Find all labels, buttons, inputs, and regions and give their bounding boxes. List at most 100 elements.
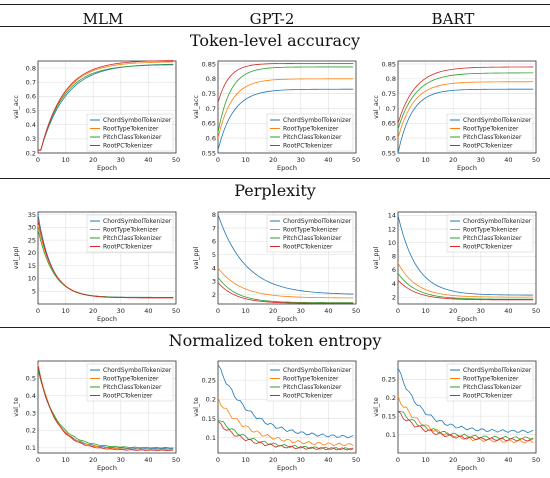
section-title-perplexity: Perplexity — [234, 181, 316, 200]
legend-label: RootPCTokenizer — [463, 143, 513, 150]
series-line-pitch-class-tokenizer — [397, 273, 534, 300]
y-tick-label: 0.7 — [206, 105, 216, 113]
y-tick-label: 0.2 — [26, 427, 36, 435]
x-tick-label: 10 — [241, 456, 249, 464]
series-line-root-type-tokenizer — [397, 262, 534, 298]
series-line-chord-symbol-tokenizer — [397, 368, 534, 434]
y-tick-label: 2 — [392, 293, 396, 301]
section-title-entropy: Normalized token entropy — [168, 331, 382, 350]
plot-frame — [217, 60, 357, 154]
x-tick-label: 30 — [477, 307, 485, 315]
y-tick-label: 8 — [212, 211, 216, 219]
x-tick-label: 40 — [504, 156, 512, 164]
y-tick-label: 0.25 — [202, 376, 216, 384]
plot-frame — [217, 211, 357, 305]
y-tick-label: 0.1 — [386, 431, 396, 439]
x-tick-label: 30 — [117, 156, 125, 164]
x-tick-label: 20 — [89, 156, 97, 164]
y-tick-label: 20 — [28, 249, 36, 257]
y-axis-label: val_acc — [372, 95, 380, 119]
x-tick-label: 0 — [216, 156, 220, 164]
legend-label: RootTypeTokenizer — [103, 376, 159, 383]
x-tick-label: 0 — [396, 456, 400, 464]
y-tick-label: 0.75 — [382, 90, 396, 98]
x-tick-label: 30 — [117, 307, 125, 315]
y-tick-label: 3 — [212, 278, 216, 286]
legend-box — [446, 214, 534, 253]
x-tick-label: 50 — [172, 307, 180, 315]
legend-box — [266, 214, 354, 253]
x-tick-label: 30 — [117, 456, 125, 464]
legend-label: ChordSymbolTokenizer — [283, 367, 352, 374]
column-header-gpt2: GPT-2 — [249, 10, 295, 28]
y-tick-label: 0.75 — [202, 90, 216, 98]
x-tick-label: 40 — [324, 307, 332, 315]
column-header-bart: BART — [431, 10, 475, 28]
y-tick-label: 30 — [28, 224, 36, 232]
y-tick-label: 25 — [28, 236, 36, 244]
chart-perplexity-bart: 0 10 20 30 40 50 2 4 6 8 10 12 14 Epoch val_ppl ChordSy… — [372, 211, 540, 323]
y-tick-label: 0.6 — [386, 134, 396, 142]
chart-accuracy-bart: 0 10 20 30 40 50 0.55 0.6 0.65 0.7 0.75 0.8 0.85 Epoc… — [372, 60, 540, 172]
x-tick-label: 50 — [532, 456, 540, 464]
legend-box — [266, 363, 354, 402]
x-tick-label: 10 — [421, 156, 429, 164]
y-axis-label: val_te — [192, 397, 200, 416]
x-tick-label: 50 — [172, 456, 180, 464]
legend-box — [266, 113, 354, 152]
x-tick-label: 0 — [36, 456, 40, 464]
x-axis-label: Epoch — [97, 464, 117, 472]
y-tick-label: 0.6 — [26, 93, 36, 101]
legend-label: PitchClassTokenizer — [463, 134, 522, 141]
legend-label: ChordSymbolTokenizer — [283, 117, 352, 124]
y-tick-label: 6 — [212, 238, 216, 246]
legend-box — [86, 113, 174, 152]
legend-box — [446, 363, 534, 402]
y-tick-label: 0.5 — [26, 375, 36, 383]
y-tick-label: 0.2 — [386, 394, 396, 402]
legend-box — [446, 113, 534, 152]
x-tick-label: 20 — [449, 156, 457, 164]
legend-label: ChordSymbolTokenizer — [103, 218, 172, 225]
plot-frame — [397, 60, 537, 154]
section-rule-1 — [0, 178, 550, 179]
series-line-root-type-tokenizer — [397, 395, 534, 444]
legend-label: PitchClassTokenizer — [103, 384, 162, 391]
series-line-pitch-class-tokenizer — [37, 370, 174, 449]
y-axis-label: val_ppl — [12, 246, 20, 269]
x-tick-label: 20 — [449, 307, 457, 315]
legend-label: RootTypeTokenizer — [463, 227, 519, 234]
x-tick-label: 10 — [61, 307, 69, 315]
series-line-root-pctokenizer — [38, 60, 174, 151]
legend-label: RootTypeTokenizer — [283, 376, 339, 383]
x-tick-label: 20 — [89, 307, 97, 315]
y-axis-label: val_acc — [12, 95, 20, 119]
x-tick-label: 10 — [61, 456, 69, 464]
x-tick-label: 30 — [297, 456, 305, 464]
legend-label: RootPCTokenizer — [103, 143, 153, 150]
x-tick-label: 30 — [297, 307, 305, 315]
y-tick-label: 0.15 — [202, 415, 216, 423]
y-tick-label: 5 — [212, 251, 216, 259]
chart-entropy-gpt2: 0 10 20 30 40 50 0.1 0.15 0.2 0.25 Epoch val_te Chor… — [192, 360, 360, 472]
x-tick-label: 30 — [297, 156, 305, 164]
legend-box — [86, 214, 174, 253]
x-tick-label: 40 — [144, 456, 152, 464]
legend-label: PitchClassTokenizer — [103, 235, 162, 242]
x-axis-label: Epoch — [277, 315, 297, 323]
x-tick-label: 50 — [352, 456, 360, 464]
x-tick-label: 0 — [36, 156, 40, 164]
legend-label: ChordSymbolTokenizer — [463, 218, 532, 225]
x-tick-label: 50 — [532, 156, 540, 164]
legend-label: RootPCTokenizer — [283, 244, 333, 251]
legend-label: PitchClassTokenizer — [283, 384, 342, 391]
x-tick-label: 40 — [144, 156, 152, 164]
legend-label: PitchClassTokenizer — [463, 235, 522, 242]
series-line-root-type-tokenizer — [38, 61, 174, 151]
x-tick-label: 40 — [324, 456, 332, 464]
series-line-pitch-class-tokenizer — [397, 410, 534, 440]
y-tick-label: 0.55 — [382, 149, 396, 157]
legend-label: ChordSymbolTokenizer — [463, 117, 532, 124]
legend-label: PitchClassTokenizer — [463, 384, 522, 391]
legend-label: RootPCTokenizer — [463, 244, 513, 251]
